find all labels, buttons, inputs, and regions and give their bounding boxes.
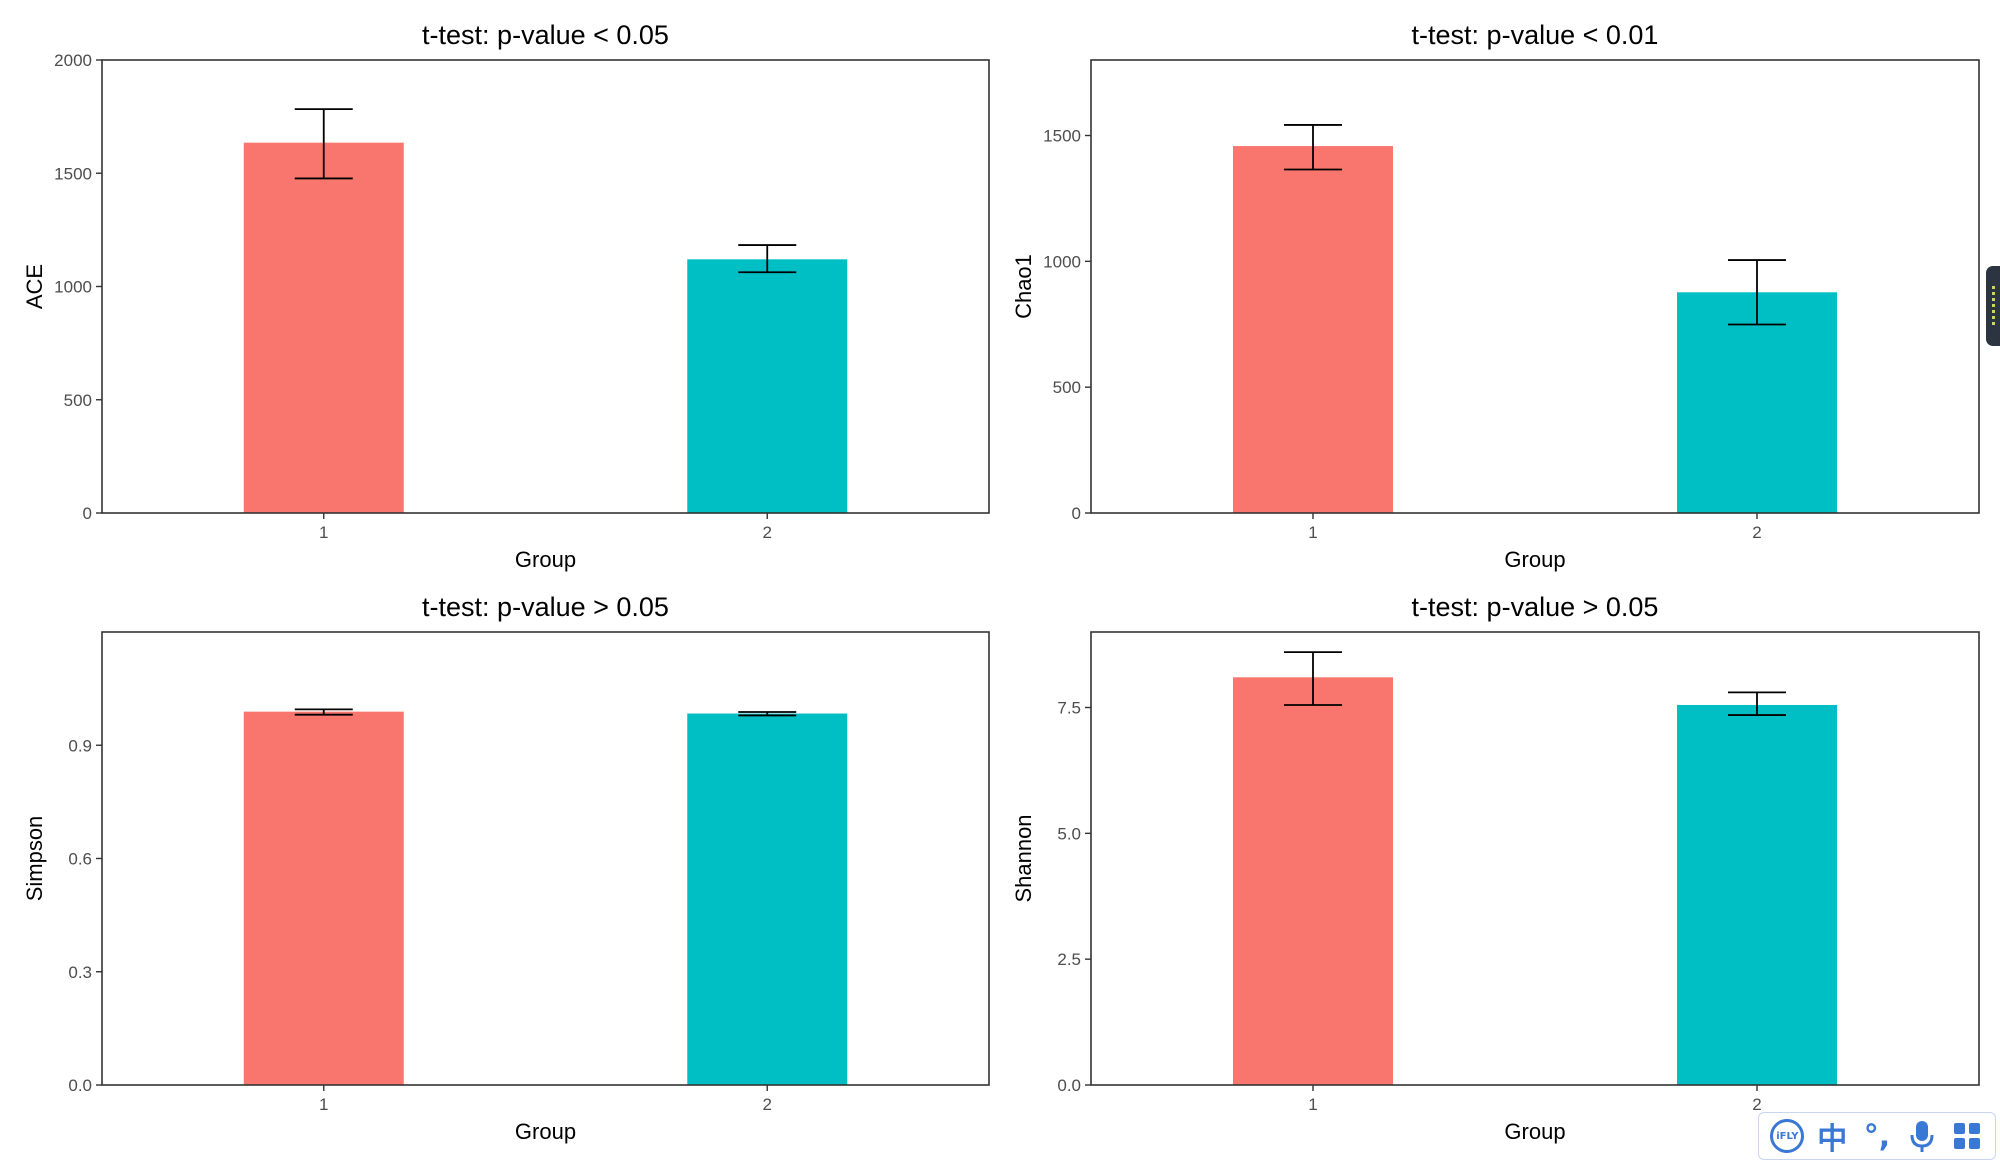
ifly-logo-icon: iFLY: [1770, 1119, 1805, 1153]
y-tick-label: 1000: [1043, 252, 1081, 271]
x-tick-label: 1: [1308, 1095, 1317, 1114]
bar-group-2: [687, 259, 848, 513]
y-axis-label: Shannon: [1011, 814, 1036, 902]
y-tick-label: 500: [1053, 378, 1081, 397]
bar-group-1: [1233, 677, 1393, 1085]
plot-border: [1090, 59, 1980, 514]
chart-panel-3: 0.0 0.3 0.6 0.9 1 2 t-test: p-value > 0.05 Grou…: [22, 592, 990, 1144]
y-tick-label: 500: [64, 391, 92, 410]
y-tick-label: 2000: [54, 51, 92, 70]
punctuation-icon[interactable]: °,: [1863, 1118, 1891, 1154]
y-tick-label: 1500: [1043, 127, 1081, 146]
chart-title: t-test: p-value < 0.05: [422, 20, 669, 50]
y-tick-label: 7.5: [1057, 699, 1081, 718]
chart-panel-4: 0.0 2.5 5.0 7.5 1 2 t-test: p-value > 0.05 Grou…: [1011, 592, 1980, 1144]
microphone-icon[interactable]: [1902, 1116, 1942, 1156]
y-tick-label: 1000: [54, 278, 92, 297]
x-axis-label: Group: [1504, 547, 1565, 572]
x-axis-label: Group: [1504, 1119, 1565, 1144]
y-tick-label: 0.9: [68, 736, 92, 755]
error-bar-group-2: [1728, 259, 1786, 326]
bar-group-1: [243, 142, 404, 514]
x-tick-label: 1: [319, 1095, 328, 1114]
chart-title: t-test: p-value > 0.05: [1412, 592, 1659, 622]
x-tick-label: 1: [319, 523, 328, 542]
y-tick-label: 2.5: [1057, 950, 1081, 969]
y-tick-label: 0.6: [68, 850, 92, 869]
x-tick-label: 2: [763, 1095, 772, 1114]
chart-title: t-test: p-value > 0.05: [422, 592, 669, 622]
apps-grid-icon[interactable]: [1947, 1116, 1987, 1156]
x-tick-label: 1: [1308, 523, 1317, 542]
y-tick-label: 0: [83, 504, 92, 523]
bar-group-2: [687, 713, 848, 1085]
bar-group-1: [1233, 146, 1393, 513]
bar-group-2: [1677, 704, 1837, 1085]
ime-language-toggle[interactable]: 中: [1817, 1122, 1848, 1157]
side-panel-handle[interactable]: [1986, 266, 2000, 346]
y-tick-label: 0: [1072, 504, 1081, 523]
x-axis-label: Group: [515, 1119, 576, 1144]
error-bar-group-2: [738, 244, 797, 274]
x-axis-label: Group: [515, 547, 576, 572]
error-bar-group-1: [1284, 651, 1342, 706]
plot-border: [101, 631, 990, 1086]
bar-group-2: [1677, 292, 1837, 513]
y-tick-label: 0.0: [68, 1076, 92, 1095]
chart-panel-1: 0 500 1000 1500 2000 1 2 t-test: p-value < 0.05…: [22, 20, 990, 572]
x-tick-label: 2: [1752, 523, 1761, 542]
error-bar-group-2: [1728, 691, 1786, 716]
x-tick-label: 2: [1752, 1095, 1761, 1114]
error-bar-group-1: [1284, 124, 1342, 171]
x-tick-label: 2: [763, 523, 772, 542]
chart-title: t-test: p-value < 0.01: [1412, 20, 1659, 50]
y-axis-label: Simpson: [22, 816, 47, 902]
y-tick-label: 5.0: [1057, 824, 1081, 843]
y-tick-label: 0.3: [68, 963, 92, 982]
error-bar-group-2: [738, 711, 797, 717]
chart-panel-2: 0 500 1000 1500 1 2 t-test: p-value < 0.01 Grou…: [1011, 20, 1980, 572]
y-tick-label: 1500: [54, 164, 92, 183]
y-axis-label: ACE: [22, 264, 47, 309]
plot-border: [1090, 631, 1980, 1086]
y-tick-label: 0.0: [1057, 1076, 1081, 1095]
ime-toolbar: iFLY 中 °,: [1758, 1112, 1996, 1160]
plot-border: [101, 59, 990, 514]
handle-grip-icon: [1992, 286, 1995, 326]
error-bar-group-1: [294, 108, 353, 180]
bar-group-1: [243, 711, 404, 1085]
error-bar-group-1: [294, 708, 353, 716]
ime-logo-button[interactable]: iFLY: [1767, 1116, 1807, 1156]
y-axis-label: Chao1: [1011, 254, 1036, 319]
